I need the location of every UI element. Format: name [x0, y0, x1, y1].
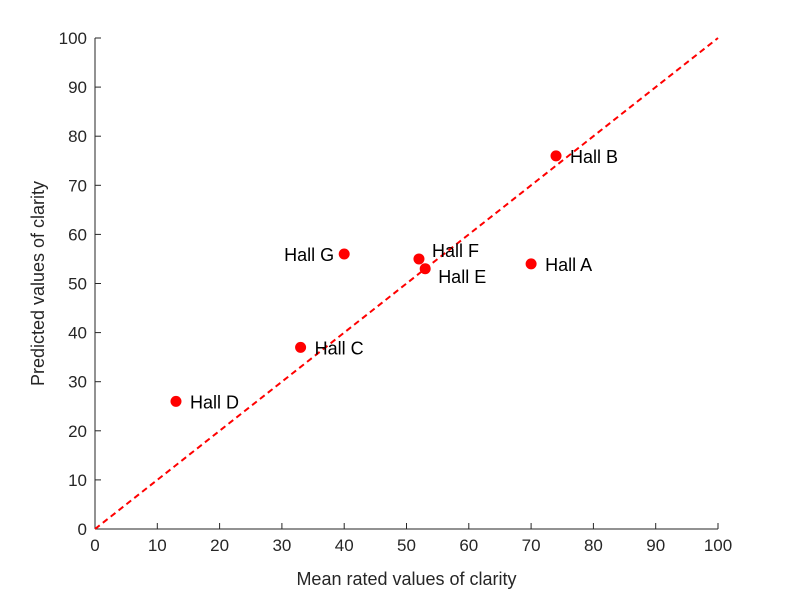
data-point-hall-d [170, 395, 182, 407]
point-label-hall-b: Hall B [570, 147, 618, 167]
point-labels: Hall A Hall B Hall C Hall D Hall E Hall F Hall… [190, 147, 618, 413]
x-axis-title: Mean rated values of clarity [296, 569, 516, 589]
point-label-hall-a: Hall A [545, 255, 592, 275]
y-axis-title: Predicted values of clarity [28, 181, 48, 386]
y-tick-label: 60 [68, 225, 87, 244]
data-point-hall-c [295, 341, 307, 353]
point-label-hall-g: Hall G [284, 245, 334, 265]
data-point-hall-a [525, 258, 537, 270]
x-ticks: 0 10 20 30 40 50 60 70 80 90 100 [90, 523, 732, 555]
y-tick-label: 0 [78, 520, 87, 539]
x-tick-label: 0 [90, 536, 99, 555]
data-point-hall-e [419, 263, 431, 275]
x-tick-label: 20 [210, 536, 229, 555]
x-tick-label: 60 [459, 536, 478, 555]
y-tick-label: 100 [59, 29, 87, 48]
data-points [170, 150, 562, 407]
x-tick-label: 30 [272, 536, 291, 555]
x-tick-label: 90 [646, 536, 665, 555]
x-tick-label: 70 [522, 536, 541, 555]
y-tick-label: 90 [68, 78, 87, 97]
y-tick-label: 50 [68, 275, 87, 294]
data-point-hall-f [413, 253, 425, 265]
x-tick-label: 40 [335, 536, 354, 555]
x-tick-label: 100 [704, 536, 732, 555]
y-tick-label: 40 [68, 324, 87, 343]
point-label-hall-f: Hall F [432, 241, 479, 261]
point-label-hall-e: Hall E [438, 267, 486, 287]
y-tick-label: 20 [68, 422, 87, 441]
x-tick-label: 10 [148, 536, 167, 555]
x-tick-label: 80 [584, 536, 603, 555]
x-tick-label: 50 [397, 536, 416, 555]
y-ticks: 0 10 20 30 40 50 60 70 80 90 100 [59, 29, 101, 539]
data-point-hall-b [550, 150, 562, 162]
reference-line [94, 37, 719, 530]
y-tick-label: 70 [68, 176, 87, 195]
data-point-hall-g [338, 248, 350, 260]
y-tick-label: 80 [68, 127, 87, 146]
y-tick-label: 10 [68, 471, 87, 490]
point-label-hall-d: Hall D [190, 392, 239, 412]
point-label-hall-c: Hall C [315, 338, 364, 358]
y-tick-label: 30 [68, 373, 87, 392]
